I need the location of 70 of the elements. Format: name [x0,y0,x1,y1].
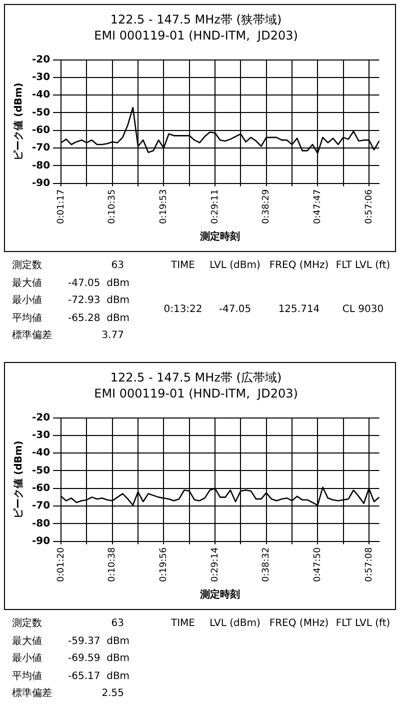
y-tick-label: -40 [32,90,50,101]
y-tick-label: -90 [32,178,50,189]
text: -69.59 dBm [68,653,130,666]
text: 最小値 [12,295,43,308]
x-tick-label: 0:57:08 [364,547,374,582]
y-tick-label: -50 [32,465,50,476]
text: 平均値 [12,670,43,684]
x-tick-label: 0:01:17 [56,189,66,224]
x-tick-label: 0:10:35 [108,189,118,224]
text: 125.714 [277,304,321,317]
y-tick-label: -50 [32,107,50,118]
text: 0:13:22 [162,304,204,317]
x-tick-label: 0:29:11 [210,189,220,224]
y-tick-label: -20 [32,54,50,66]
y-tick-label: -40 [32,448,50,459]
x-tick-label: 0:47:50 [312,547,323,582]
y-axis-title: ピーク値 (dBm) [12,440,25,518]
chart-title: 122.5 - 147.5 MHz帯 (広帯域) [110,370,282,384]
y-tick-label: -20 [32,412,50,424]
text: -65.17 dBm [68,670,130,684]
x-tick-label: 0:19:56 [159,547,170,582]
text: -47.05 dBm [68,278,130,291]
y-tick-label: -30 [32,72,50,84]
chart-title: 122.5 - 147.5 MHz帯 (狭帯域) [110,12,282,26]
y-tick-label: -60 [32,482,50,494]
y-tick-label: -80 [32,518,50,530]
x-tick-label: 0:57:06 [364,189,374,224]
y-tick-label: -80 [32,160,50,172]
x-tick-label: 0:38:29 [262,189,272,224]
text: 2.55 [100,688,125,702]
text: 最小値 [12,653,43,666]
text: TIME [170,618,196,631]
y-tick-label: -70 [32,142,50,154]
text: FREQ (MHz) [268,260,330,273]
text: FLT LVL (ft) [334,618,392,631]
text: 3.77 [100,330,125,344]
x-tick-label: 0:47:47 [312,189,323,224]
text: 63 [110,260,125,273]
x-axis-title: 測定時刻 [199,588,240,601]
text: -65.28 dBm [68,312,130,326]
text: LVL (dBm) [208,260,262,273]
x-tick-label: 0:01:20 [56,547,66,582]
text: 測定数 [12,618,43,631]
text: -47.05 [218,304,252,317]
text: 標準偏差 [12,330,53,344]
text: 測定数 [12,260,43,273]
y-tick-label: -90 [32,536,50,547]
text: 標準偏差 [12,688,53,702]
y-axis-title: ピーク値 (dBm) [12,82,25,160]
text: 平均値 [12,312,43,326]
text: FREQ (MHz) [268,618,330,631]
chart-subtitle: EMI 000119-01 (HND-ITM, JD203) [94,28,298,43]
text: TIME [170,260,196,273]
text: LVL (dBm) [208,618,262,631]
x-tick-label: 0:19:53 [159,189,170,224]
y-tick-label: -30 [32,430,50,442]
chart-subtitle: EMI 000119-01 (HND-ITM, JD203) [94,386,298,401]
x-tick-label: 0:38:32 [262,547,272,582]
text: FLT LVL (ft) [334,260,392,273]
text: 63 [110,618,125,631]
text: -72.93 dBm [68,295,130,308]
text: CL 9030 [341,304,385,317]
y-tick-label: -70 [32,500,50,512]
x-tick-label: 0:10:38 [108,547,118,582]
y-tick-label: -60 [32,124,50,136]
x-axis-title: 測定時刻 [199,230,240,243]
text: -59.37 dBm [68,636,130,649]
text: 最大値 [12,636,43,649]
text: 最大値 [12,278,43,291]
x-tick-label: 0:29:14 [210,547,220,582]
